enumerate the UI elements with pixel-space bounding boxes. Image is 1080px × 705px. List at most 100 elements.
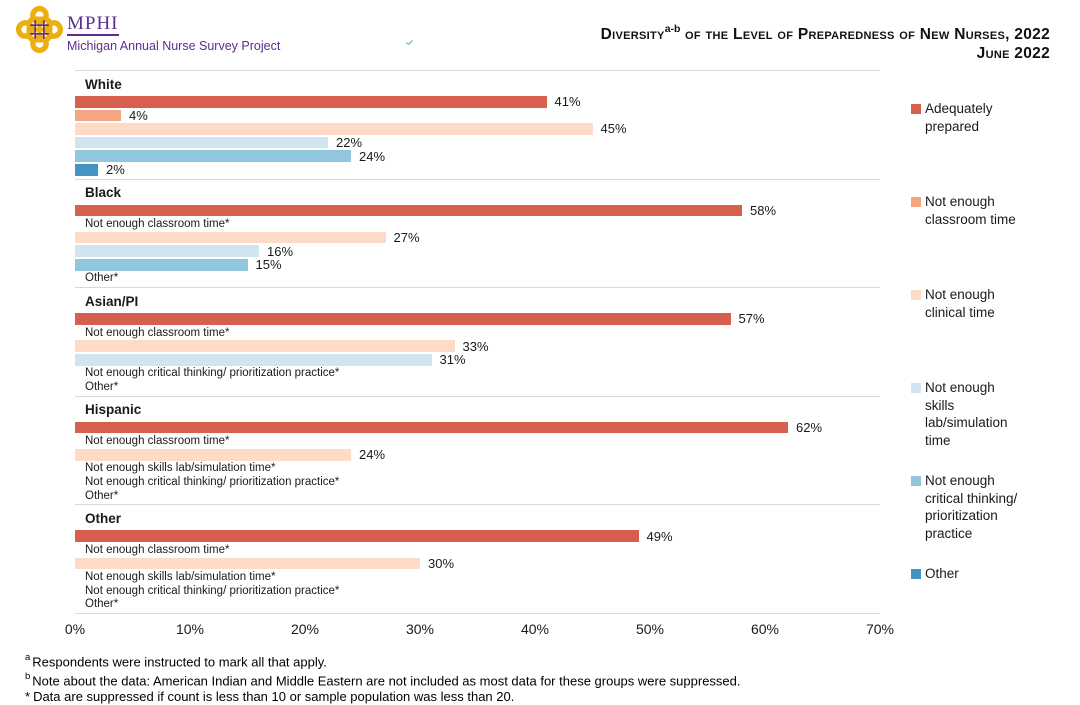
- bar-value-label: 16%: [267, 243, 294, 259]
- suppressed-bar-label: Not enough classroom time*: [85, 326, 230, 339]
- title-word: Diversity: [600, 26, 665, 44]
- legend-item-not-enough-clinical-time: Not enough clinical time: [911, 286, 995, 321]
- bar-row: 49%: [75, 528, 880, 544]
- suppressed-bar-label: Not enough skills lab/simulation time*: [85, 462, 276, 475]
- legend-label: Not enough clinical time: [925, 287, 995, 320]
- legend-swatch: [911, 104, 921, 114]
- bar-not-enough-critical-thinking-prioritization-practice: [75, 150, 351, 162]
- suppressed-bar-label: Other*: [85, 489, 119, 502]
- bar-row: 41%: [75, 94, 880, 110]
- logo-acronym: MPHI: [67, 13, 119, 36]
- footnote-text: Note about the data: American Indian and…: [32, 673, 741, 689]
- bar-row: 16%: [75, 243, 880, 259]
- bar-value-label: 58%: [750, 202, 777, 218]
- bar-row: 15%: [75, 257, 880, 272]
- bar-adequately-prepared: [75, 204, 742, 217]
- bar-value-label: 49%: [646, 528, 673, 544]
- chart-group-asian-pi: Asian/PI 57% Not enough classroom time* 33%…: [75, 287, 880, 396]
- legend-item-not-enough-classroom-time: Not enough classroom time: [911, 193, 1016, 228]
- plot-area: White 41% 4% 45% 22% 24% 2% Black 58% Not enough …: [75, 70, 880, 614]
- logo-text: MPHI Michigan Annual Nurse Survey Projec…: [67, 14, 280, 53]
- chart-group-black: Black 58% Not enough classroom time* 27% 16%…: [75, 178, 880, 288]
- bar-row: Not enough critical thinking/ prioritiza…: [75, 367, 880, 381]
- legend-label: Adequately prepared: [925, 101, 993, 134]
- x-tick-label: 40%: [520, 621, 550, 637]
- category-label: Black: [85, 185, 122, 201]
- suppressed-bar-label: Not enough critical thinking/ prioritiza…: [85, 475, 340, 488]
- bar-row: Other*: [75, 272, 880, 286]
- category-label: Other: [85, 510, 122, 526]
- bar-row: 4%: [75, 107, 880, 123]
- footnote-marker: b: [25, 670, 31, 682]
- suppressed-bar-label: Not enough classroom time*: [85, 543, 230, 556]
- bar-row: Not enough skills lab/simulation time*: [75, 570, 880, 584]
- mphi-logo: MPHI Michigan Annual Nurse Survey Projec…: [16, 6, 280, 53]
- bar-value-label: 41%: [554, 94, 581, 110]
- bar-value-label: 2%: [105, 162, 125, 178]
- bar-row: 24%: [75, 148, 880, 164]
- bar-row: 31%: [75, 352, 880, 368]
- bar-row: Other*: [75, 489, 880, 503]
- bar-value-label: 33%: [462, 338, 489, 354]
- bar-row: 33%: [75, 338, 880, 354]
- suppressed-bar-label: Other*: [85, 272, 119, 285]
- bar-value-label: 57%: [738, 311, 765, 327]
- footnote-marker: a: [25, 652, 31, 663]
- bar-value-label: 27%: [393, 230, 420, 246]
- bar-not-enough-skills-lab-simulation-time: [75, 136, 328, 149]
- bar-row: Not enough classroom time*: [75, 434, 880, 448]
- legend-label: Other: [925, 566, 959, 581]
- teal-tick-mark: [406, 40, 413, 45]
- legend-label: Not enough critical thinking/ prioritiza…: [925, 473, 1018, 541]
- x-tick-label: 50%: [635, 621, 665, 637]
- x-tick-label: 20%: [290, 621, 320, 637]
- bar-value-label: 4%: [129, 107, 148, 123]
- bar-row: 24%: [75, 447, 880, 462]
- bar-adequately-prepared: [75, 96, 547, 108]
- bar-row: Not enough classroom time*: [75, 326, 880, 340]
- legend: Adequately prepared Not enough classroom …: [911, 100, 1076, 610]
- x-tick-label: 70%: [865, 621, 895, 637]
- x-axis: 0% 10% 20% 30% 40% 50% 60% 70%: [65, 621, 894, 643]
- bar-value-label: 45%: [600, 121, 627, 137]
- chart-group-hispanic: Hispanic 62% Not enough classroom time* 24%…: [75, 395, 880, 505]
- x-tick-label: 10%: [175, 621, 205, 637]
- bar-row: 57%: [75, 311, 880, 327]
- category-label: White: [85, 76, 122, 92]
- chart-group-white: White 41% 4% 45% 22% 24% 2%: [75, 70, 880, 179]
- bar-row: 30%: [75, 555, 880, 571]
- bar-row: 45%: [75, 121, 880, 137]
- mphi-knot-icon: [16, 6, 63, 53]
- bar-row: Not enough classroom time*: [75, 217, 880, 231]
- bar-row: Not enough critical thinking/ prioritiza…: [75, 584, 880, 598]
- bar-row: 62%: [75, 420, 880, 436]
- bar-not-enough-critical-thinking-prioritization-practice: [75, 259, 248, 271]
- category-label: Asian/PI: [85, 293, 139, 309]
- legend-item-not-enough-skills-lab-simulation-time: Not enough skills lab/simulation time: [911, 379, 1008, 449]
- bar-row: 58%: [75, 202, 880, 218]
- suppressed-bar-label: Not enough skills lab/simulation time*: [85, 570, 276, 583]
- legend-label: Not enough classroom time: [925, 194, 1016, 227]
- bar-row: 2%: [75, 162, 880, 178]
- title-line1: Diversitya-b of the Level of Preparednes…: [601, 21, 1050, 44]
- bar-value-label: 30%: [428, 555, 455, 571]
- legend-swatch: [911, 569, 921, 579]
- bar-not-enough-classroom-time: [75, 109, 121, 122]
- bar-value-label: 24%: [359, 148, 386, 164]
- bar-adequately-prepared: [75, 421, 788, 434]
- title-rest: of the Level of Preparedness of New Nurs…: [680, 26, 1050, 44]
- bar-value-label: 62%: [796, 420, 823, 436]
- bar-row: Not enough skills lab/simulation time*: [75, 462, 880, 476]
- bar-row: Other*: [75, 380, 880, 394]
- x-tick-label: 0%: [64, 621, 86, 637]
- category-label: Hispanic: [85, 402, 142, 418]
- logo-subtitle: Michigan Annual Nurse Survey Project: [67, 39, 281, 53]
- legend-swatch: [911, 290, 921, 300]
- bar-not-enough-clinical-time: [75, 449, 351, 461]
- bar-row: 27%: [75, 230, 880, 246]
- legend-swatch: [911, 197, 921, 207]
- bar-not-enough-skills-lab-simulation-time: [75, 245, 259, 257]
- bar-value-label: 31%: [439, 352, 466, 368]
- bar-adequately-prepared: [75, 530, 639, 542]
- legend-item-not-enough-critical-thinking-prioritization-practice: Not enough critical thinking/ prioritiza…: [911, 472, 1017, 542]
